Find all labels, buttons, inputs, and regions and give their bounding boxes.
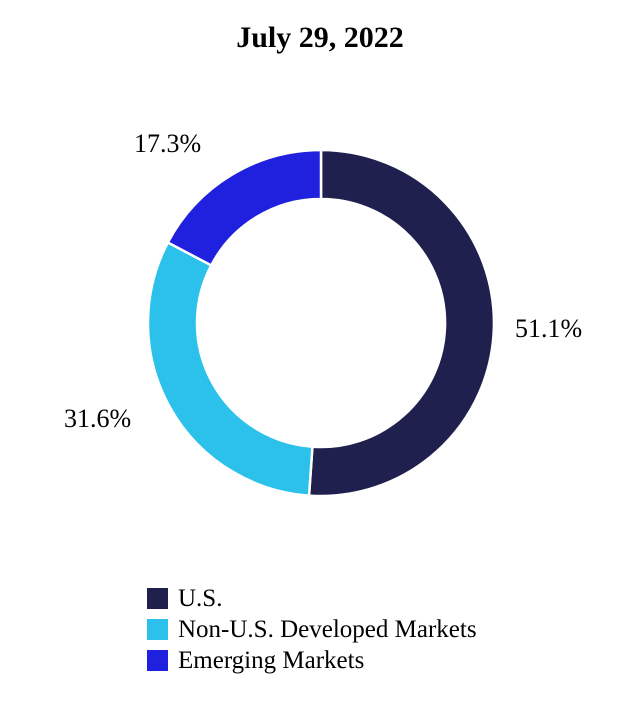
legend-swatch-non-us-developed — [147, 619, 168, 640]
donut-chart — [146, 148, 496, 498]
legend-label-us: U.S. — [178, 585, 223, 612]
legend-label-non-us-developed: Non-U.S. Developed Markets — [178, 616, 477, 643]
legend-label-emerging-markets: Emerging Markets — [178, 647, 365, 674]
donut-segment-1 — [146, 241, 314, 497]
legend-swatch-emerging-markets — [147, 650, 168, 671]
legend-item-us: U.S. — [147, 586, 477, 611]
legend: U.S. Non-U.S. Developed Markets Emerging… — [147, 586, 477, 679]
legend-item-emerging-markets: Emerging Markets — [147, 648, 477, 673]
chart-title: July 29, 2022 — [236, 21, 404, 54]
data-label-us: 51.1% — [515, 314, 583, 343]
legend-swatch-us — [147, 588, 168, 609]
donut-segment-2 — [166, 148, 323, 267]
data-label-non-us-developed: 31.6% — [64, 404, 132, 433]
data-label-emerging-markets: 17.3% — [134, 129, 202, 158]
donut-segment-0 — [307, 148, 496, 498]
legend-item-non-us-developed: Non-U.S. Developed Markets — [147, 617, 477, 642]
